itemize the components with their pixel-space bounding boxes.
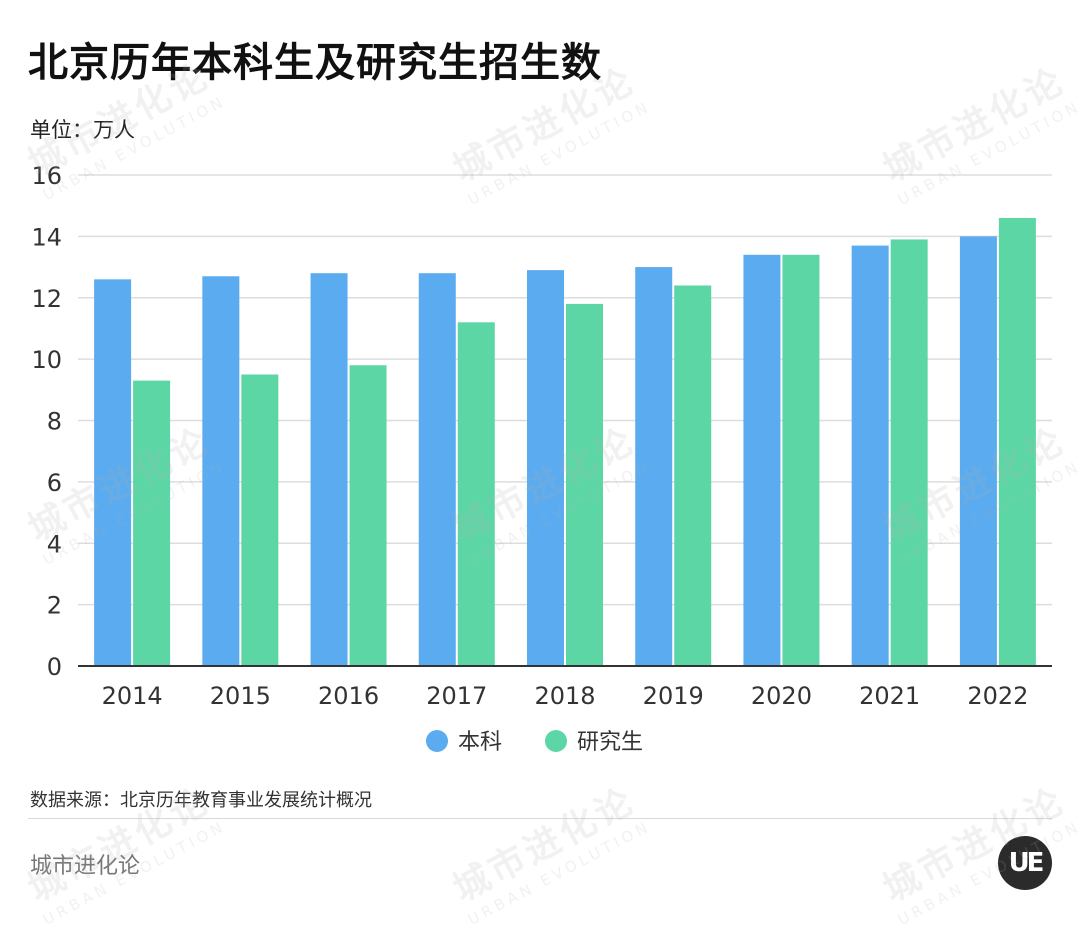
y-tick-label: 16 xyxy=(31,162,62,190)
bar-graduate xyxy=(457,322,495,666)
brand-name: 城市进化论 xyxy=(30,854,141,879)
data-source: 数据来源：北京历年教育事业发展统计概况 xyxy=(30,790,372,811)
bar-undergrad xyxy=(310,273,348,666)
bar-graduate xyxy=(782,254,820,666)
legend-label: 本科 xyxy=(458,730,502,755)
x-tick-label: 2016 xyxy=(318,682,379,710)
y-tick-label: 8 xyxy=(47,408,62,436)
unit-label: 单位：万人 xyxy=(30,118,135,142)
y-tick-label: 0 xyxy=(47,653,62,681)
legend-marker-undergrad xyxy=(426,730,448,752)
bar-graduate xyxy=(133,380,171,666)
y-tick-label: 14 xyxy=(31,223,62,251)
brand-logo-icon: UE xyxy=(998,836,1052,890)
x-tick-label: 2017 xyxy=(426,682,487,710)
footer-divider xyxy=(28,818,1052,819)
x-tick-label: 2018 xyxy=(534,682,595,710)
bar-undergrad xyxy=(959,236,997,666)
bar-graduate xyxy=(566,303,603,666)
y-tick-label: 10 xyxy=(31,346,62,374)
bar-graduate xyxy=(349,365,387,666)
bar-graduate xyxy=(674,285,712,666)
bar-chart: 0 2 4 6 8 10 12 14 16 2014 2015 2016 2017 2018 2019 202… xyxy=(31,162,1052,755)
x-tick-label: 2022 xyxy=(967,682,1028,710)
bar-undergrad xyxy=(94,279,132,666)
y-tick-label: 2 xyxy=(47,592,62,620)
bar-graduate xyxy=(998,217,1036,666)
bar-undergrad xyxy=(202,276,240,666)
legend-label: 研究生 xyxy=(577,730,643,755)
bar-graduate xyxy=(241,374,279,666)
x-tick-label: 2014 xyxy=(102,682,163,710)
x-tick-label: 2015 xyxy=(210,682,271,710)
legend-marker-graduate xyxy=(545,730,567,752)
bar-undergrad xyxy=(851,245,889,667)
x-tick-label: 2021 xyxy=(859,682,920,710)
y-tick-label: 12 xyxy=(31,285,62,313)
y-tick-label: 6 xyxy=(47,469,62,497)
bar-undergrad xyxy=(635,267,673,666)
bar-undergrad xyxy=(418,273,456,666)
x-tick-label: 2019 xyxy=(643,682,704,710)
bar-graduate xyxy=(890,239,928,666)
bar-undergrad xyxy=(743,254,781,666)
bar-undergrad xyxy=(527,270,564,666)
x-tick-label: 2020 xyxy=(751,682,812,710)
y-tick-label: 4 xyxy=(47,530,62,558)
chart-title: 北京历年本科生及研究生招生数 xyxy=(28,40,602,86)
